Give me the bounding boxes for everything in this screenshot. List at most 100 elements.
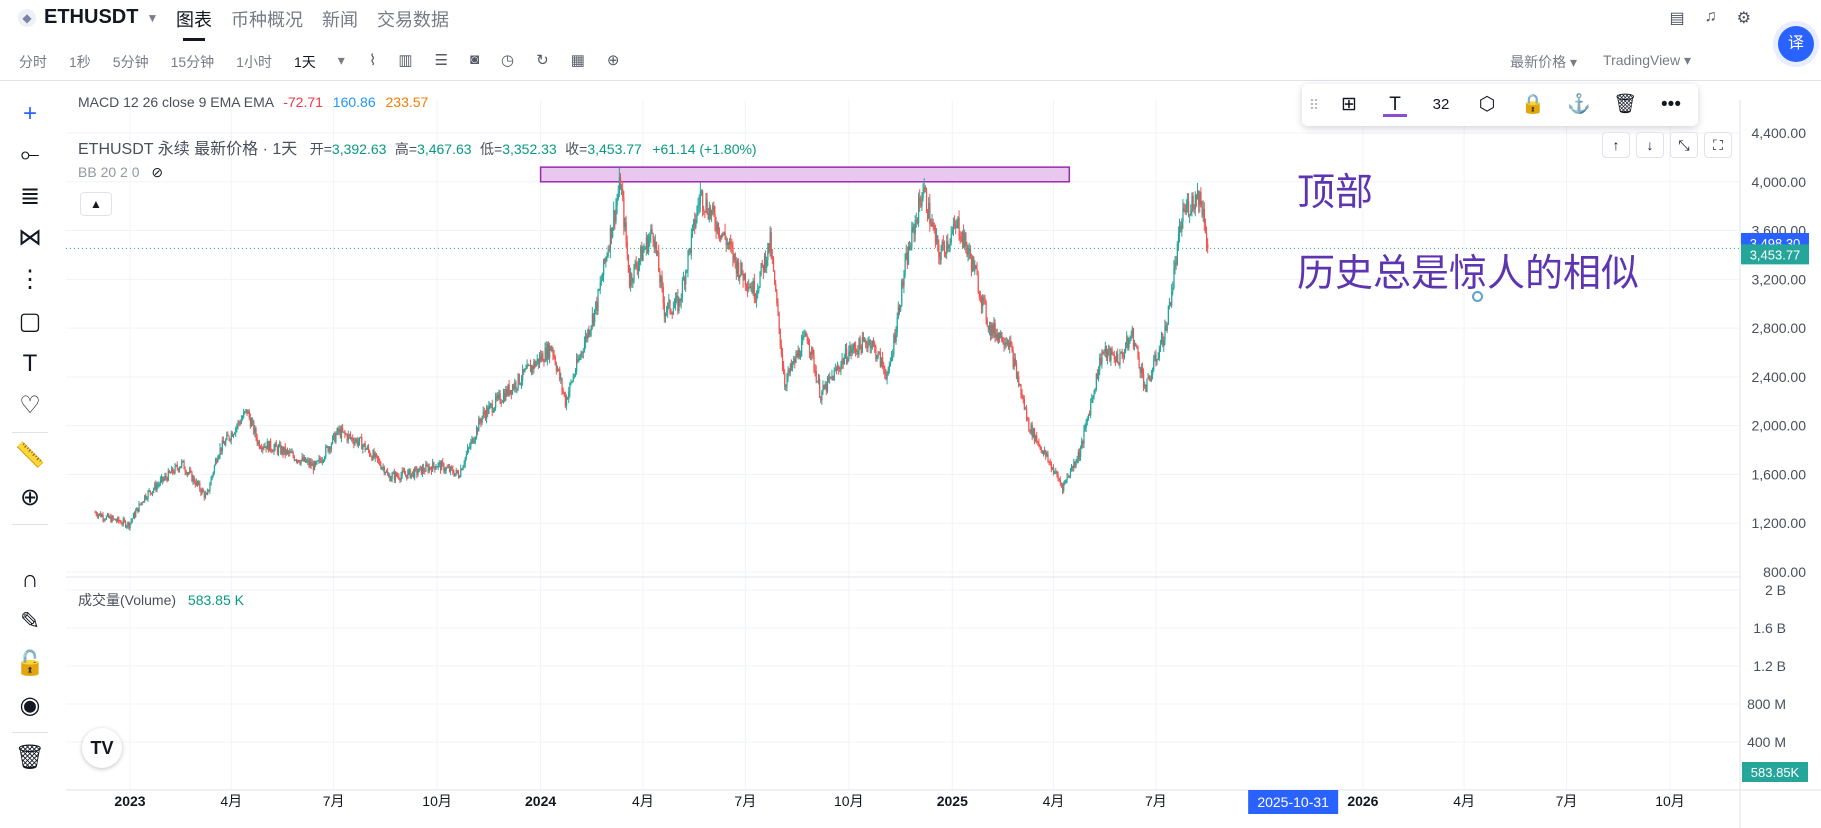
- candle-body: [461, 468, 463, 471]
- candle-body: [342, 428, 344, 432]
- bell-icon[interactable]: ♫: [1704, 8, 1717, 25]
- candle-body: [276, 446, 279, 454]
- arrow-up-icon[interactable]: ↑: [1602, 132, 1630, 158]
- alarm-icon[interactable]: ◷: [501, 52, 515, 69]
- tab-trading-data[interactable]: 交易数据: [377, 10, 449, 30]
- lock-drawing-icon[interactable]: ✎: [19, 608, 41, 635]
- trash-icon[interactable]: 🗑: [14, 744, 46, 771]
- candle-body: [811, 347, 813, 355]
- provider-select[interactable]: TradingView ▾: [1603, 52, 1691, 68]
- ruler-icon[interactable]: 📏: [15, 442, 45, 469]
- candle-body: [429, 467, 432, 469]
- interval-15m[interactable]: 15分钟: [170, 54, 215, 70]
- candle-body: [642, 250, 644, 261]
- more-icon[interactable]: •••: [1661, 94, 1681, 115]
- translate-button[interactable]: 译: [1778, 26, 1814, 62]
- template-icon[interactable]: ⊞: [1341, 94, 1357, 115]
- candle-body: [159, 479, 162, 485]
- candle-body: [380, 465, 382, 469]
- candle-body: [144, 495, 146, 502]
- candle-body: [857, 350, 859, 355]
- candle-body: [830, 376, 832, 378]
- fullscreen-icon[interactable]: ⛶: [1704, 132, 1732, 158]
- candle-body: [740, 262, 742, 275]
- candle-body: [910, 246, 912, 250]
- drag-handle-icon[interactable]: ⠿: [1308, 97, 1320, 113]
- camera-icon[interactable]: ◙: [469, 51, 480, 68]
- candle-body: [1001, 332, 1003, 342]
- interval-1d[interactable]: 1天: [293, 54, 316, 70]
- indicators-icon[interactable]: ⌇: [369, 52, 377, 69]
- candle-body: [568, 391, 570, 400]
- rectangle-tool-icon[interactable]: ▢: [18, 308, 42, 335]
- crosshair-icon[interactable]: +: [22, 100, 37, 127]
- unlock-icon[interactable]: 🔓: [15, 650, 45, 677]
- book-icon[interactable]: ▤: [1669, 10, 1685, 27]
- candle-body: [1094, 389, 1096, 391]
- candle-body: [739, 274, 741, 279]
- collapse-legend-button[interactable]: ▲: [80, 192, 112, 216]
- arrow-down-icon[interactable]: ↓: [1636, 132, 1664, 158]
- candle-body: [569, 383, 571, 392]
- symbol-selector[interactable]: ◆ ETHUSDT ▼: [18, 6, 158, 29]
- tab-overview[interactable]: 币种概况: [231, 10, 303, 30]
- settings-icon[interactable]: ⚙: [1736, 10, 1751, 27]
- time-tick-label: 7月: [734, 793, 756, 809]
- candle-body: [111, 516, 113, 523]
- heart-icon[interactable]: ♡: [19, 392, 41, 419]
- price-type-select[interactable]: 最新价格 ▾: [1510, 54, 1578, 70]
- interval-tick[interactable]: 分时: [19, 54, 47, 70]
- candle-body: [544, 347, 546, 362]
- candle-body: [1063, 483, 1065, 491]
- time-tick-label: 4月: [632, 793, 654, 809]
- hidden-eye-icon[interactable]: ⊘: [151, 164, 164, 180]
- interval-1s[interactable]: 1秒: [69, 54, 91, 70]
- tab-news[interactable]: 新闻: [322, 10, 358, 30]
- candle-body: [1174, 262, 1176, 268]
- candle-body: [227, 434, 229, 437]
- candle-body: [189, 470, 191, 473]
- candle-body: [896, 317, 898, 333]
- interval-dropdown-icon[interactable]: ▾: [337, 52, 345, 68]
- candle-body: [1003, 343, 1005, 346]
- replay-icon[interactable]: ↻: [536, 52, 549, 69]
- candle-body: [1111, 349, 1113, 355]
- candle-body: [1005, 342, 1008, 345]
- candle-body: [367, 447, 370, 451]
- settings-hexagon-icon[interactable]: ⬡: [1478, 94, 1496, 115]
- tab-chart[interactable]: 图表: [176, 6, 212, 41]
- candle-body: [829, 376, 831, 380]
- collapse-icon[interactable]: ⤡: [1670, 132, 1698, 158]
- fib-icon[interactable]: ⋮: [18, 266, 42, 293]
- tradingview-logo[interactable]: TV: [82, 728, 122, 768]
- time-tick-label: 7月: [1556, 793, 1578, 809]
- candle-type-icon[interactable]: ▥: [398, 52, 413, 69]
- layout-icon[interactable]: ☰: [434, 52, 448, 69]
- pattern-icon[interactable]: ⋈: [18, 224, 42, 251]
- zoom-in-icon[interactable]: ⊕: [19, 484, 41, 511]
- calendar-icon[interactable]: ▦: [570, 52, 585, 69]
- lock-icon[interactable]: 🔒: [1521, 94, 1545, 115]
- eye-icon[interactable]: ◉: [19, 692, 41, 719]
- candle-body: [465, 453, 468, 458]
- candle-body: [243, 412, 245, 418]
- candle-body: [454, 473, 456, 477]
- text-color-icon[interactable]: T: [1372, 84, 1418, 126]
- candle-body: [1074, 462, 1076, 466]
- trend-line-icon[interactable]: ⟜: [20, 141, 40, 168]
- interval-5m[interactable]: 5分钟: [112, 54, 149, 70]
- candle-body: [793, 358, 795, 364]
- interval-1h[interactable]: 1小时: [236, 54, 272, 70]
- add-icon[interactable]: ⊕: [606, 52, 620, 69]
- candle-body: [162, 476, 164, 481]
- candle-body: [538, 356, 541, 364]
- candle-body: [943, 245, 946, 252]
- anchor-icon[interactable]: ⚓: [1567, 94, 1591, 115]
- text-tool-icon[interactable]: T: [22, 350, 38, 377]
- font-size-select[interactable]: 32: [1432, 96, 1450, 113]
- delete-icon[interactable]: 🗑: [1612, 94, 1638, 115]
- candle-body: [913, 226, 915, 235]
- magnet-icon[interactable]: ∩: [21, 566, 39, 593]
- horizontal-lines-icon[interactable]: ≣: [19, 183, 41, 210]
